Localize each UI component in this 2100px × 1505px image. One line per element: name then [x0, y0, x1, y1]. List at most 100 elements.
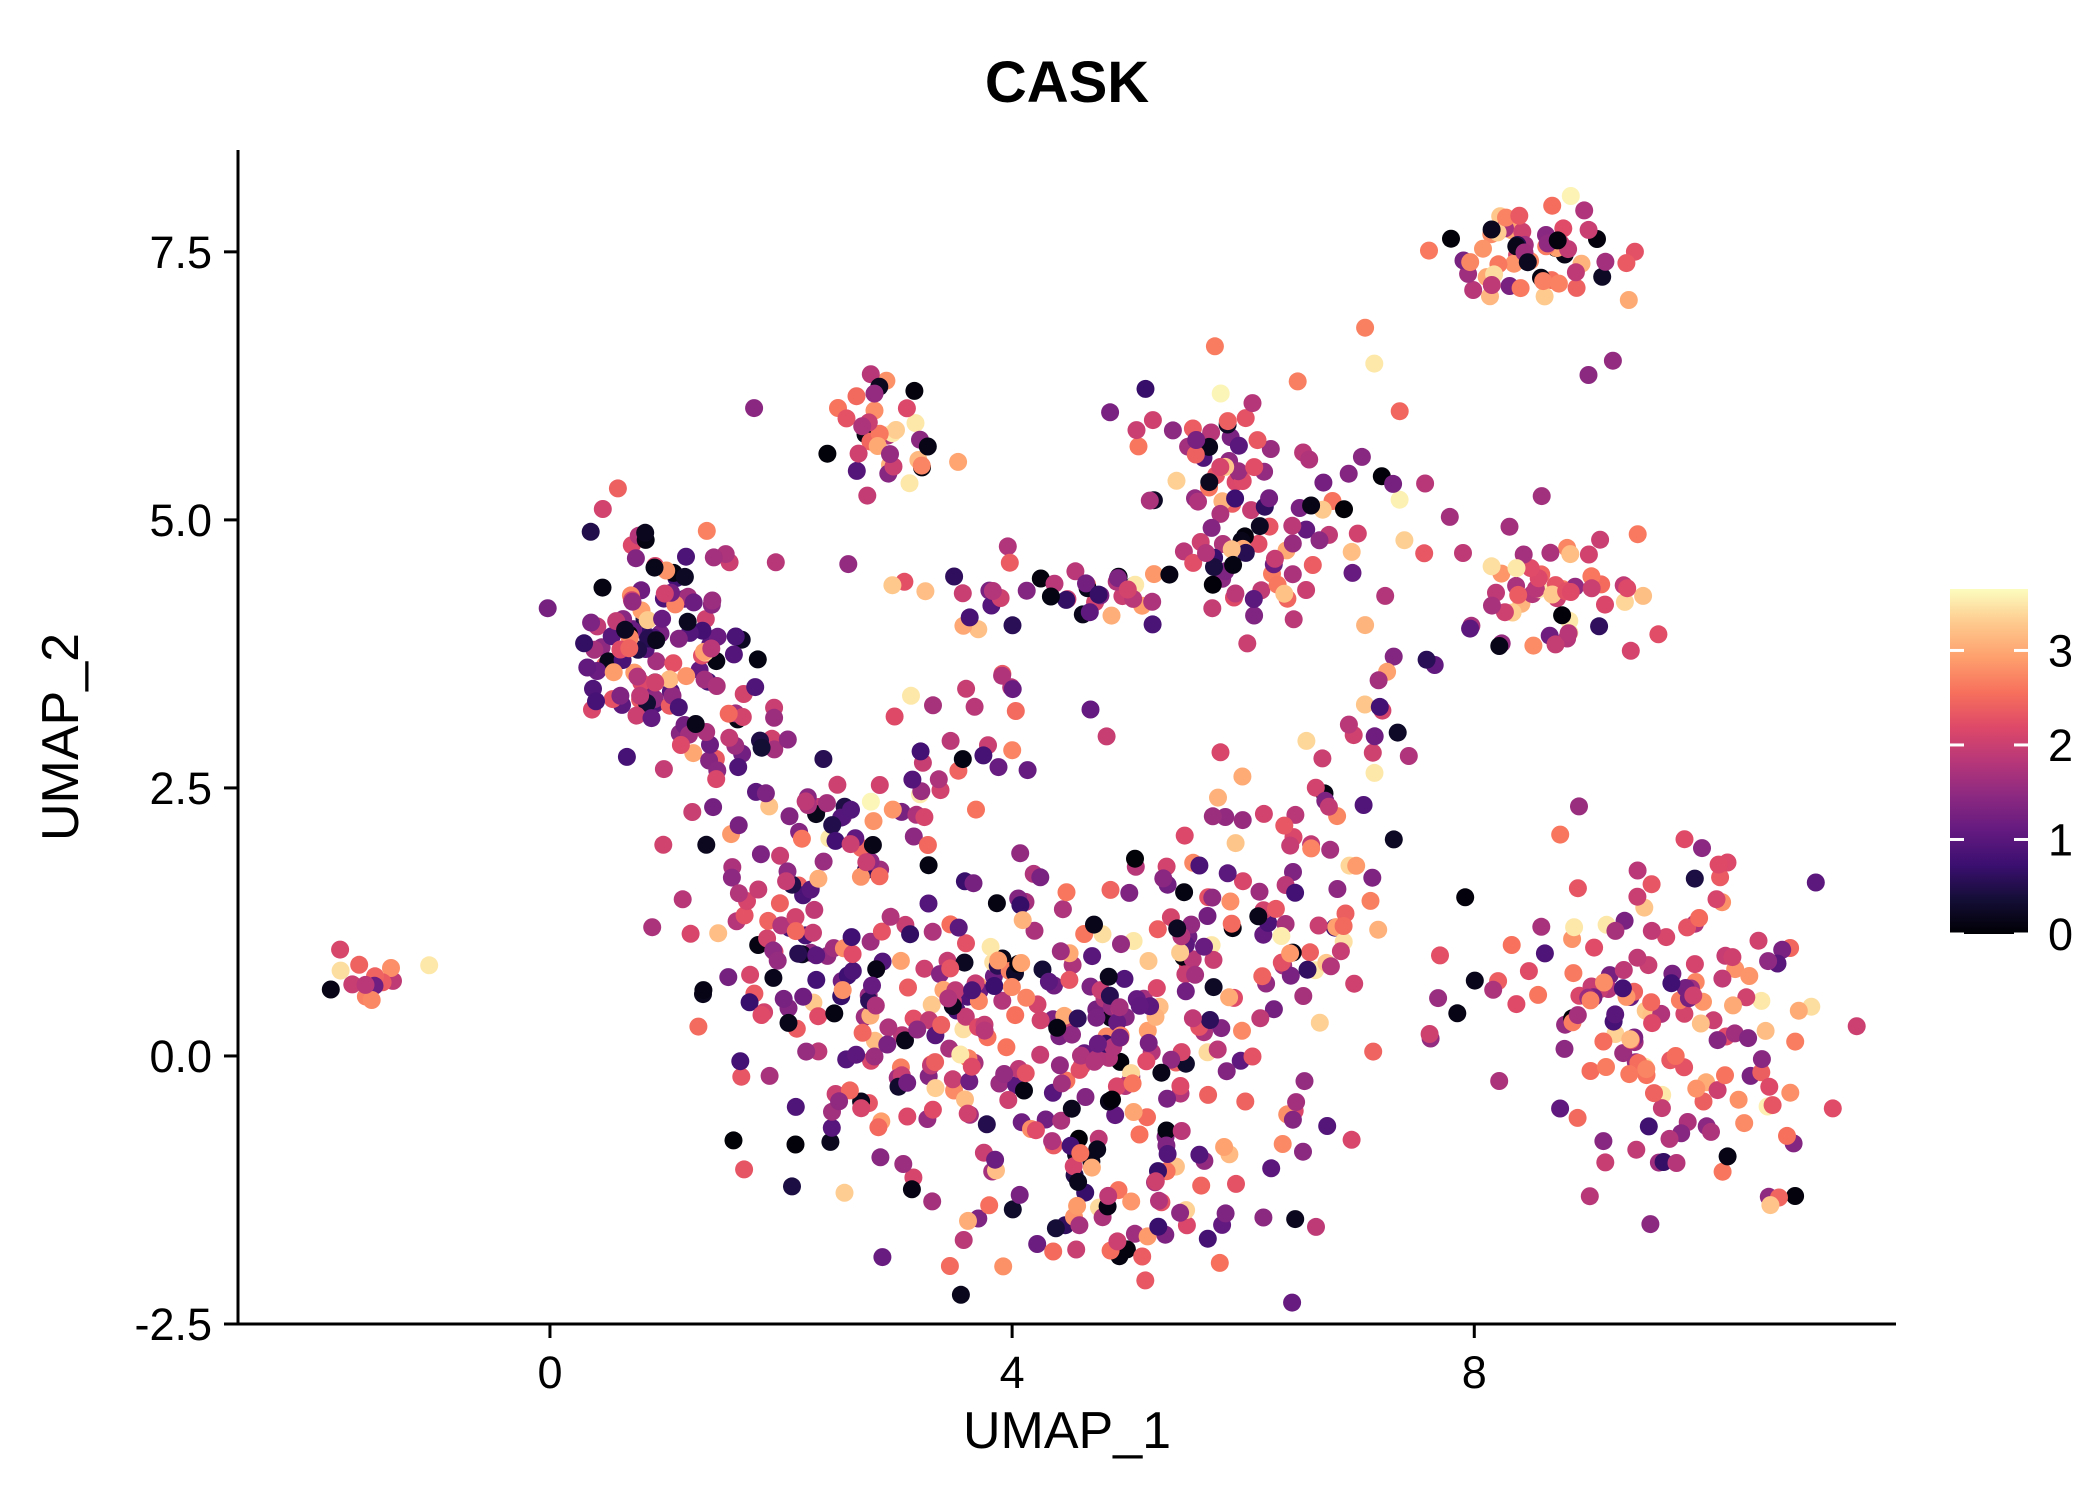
data-point — [919, 856, 938, 875]
data-point — [783, 1177, 801, 1196]
data-point — [1582, 579, 1601, 598]
data-point — [981, 937, 1000, 956]
data-point — [1126, 849, 1144, 868]
data-point — [1543, 585, 1562, 604]
data-point — [1345, 974, 1364, 993]
data-point — [1390, 402, 1409, 421]
data-point — [1209, 788, 1227, 807]
data-point — [1568, 1006, 1587, 1025]
data-point — [1306, 778, 1325, 797]
y-tick-label: -2.5 — [134, 1299, 212, 1350]
data-point — [1579, 545, 1598, 564]
data-point — [1735, 1114, 1754, 1133]
data-point — [1566, 263, 1585, 282]
data-point — [905, 381, 924, 400]
data-point — [350, 955, 369, 974]
data-point — [1553, 606, 1572, 625]
data-point — [1321, 957, 1340, 976]
data-point — [771, 846, 790, 865]
data-point — [1025, 921, 1044, 940]
data-point — [726, 627, 745, 646]
data-point — [1532, 487, 1551, 506]
data-point — [1596, 1153, 1615, 1172]
data-point — [669, 629, 688, 648]
data-point — [1708, 1031, 1727, 1050]
data-point — [902, 686, 920, 705]
plot-title: CASK — [985, 50, 1149, 115]
data-point — [1184, 553, 1203, 572]
data-point — [960, 1072, 979, 1091]
data-point — [1063, 1025, 1081, 1044]
data-point — [873, 1248, 892, 1267]
data-point — [786, 1135, 805, 1154]
data-point — [655, 584, 674, 603]
data-point — [912, 456, 931, 475]
data-point — [918, 437, 937, 456]
data-point — [1018, 761, 1037, 780]
data-point — [733, 708, 752, 726]
data-point — [956, 1007, 975, 1026]
data-point — [1080, 603, 1099, 622]
data-point — [1163, 421, 1182, 440]
colorbar — [1950, 589, 2028, 934]
data-point — [1149, 1217, 1168, 1236]
data-point — [1076, 1088, 1095, 1106]
data-point — [1097, 727, 1116, 746]
data-point — [1511, 279, 1530, 298]
data-point — [740, 993, 759, 1012]
data-point — [1309, 916, 1328, 935]
data-point — [964, 874, 983, 893]
data-point — [1301, 943, 1319, 962]
data-point — [1071, 1144, 1090, 1163]
data-point — [1039, 972, 1058, 991]
data-point — [694, 981, 713, 1000]
data-point — [1621, 641, 1640, 660]
data-point — [1233, 767, 1252, 786]
x-tick-label: 8 — [1462, 1347, 1487, 1398]
data-point — [1518, 253, 1537, 272]
data-point — [823, 816, 842, 835]
data-point — [1275, 584, 1294, 603]
x-axis-label: UMAP_1 — [963, 1402, 1171, 1460]
data-point — [1172, 1122, 1191, 1140]
data-point — [1011, 896, 1030, 915]
data-point — [853, 417, 872, 436]
data-point — [1549, 274, 1568, 293]
data-point — [752, 738, 771, 757]
data-point — [1361, 891, 1380, 910]
data-point — [1136, 379, 1155, 398]
data-point — [752, 1006, 771, 1024]
data-point — [1580, 1187, 1599, 1206]
y-tick-label: 2.5 — [149, 763, 212, 814]
data-point — [1130, 1125, 1149, 1144]
data-point — [809, 1007, 828, 1026]
data-point — [1702, 1122, 1720, 1141]
data-point — [1737, 988, 1756, 1007]
data-point — [724, 1131, 743, 1150]
data-point — [1331, 942, 1350, 961]
data-point — [1759, 952, 1778, 971]
data-point — [885, 707, 904, 726]
data-point — [1614, 961, 1633, 979]
data-point — [792, 829, 811, 848]
data-point — [1217, 1062, 1236, 1081]
data-point — [1642, 875, 1661, 894]
data-point — [772, 916, 791, 935]
data-point — [1249, 534, 1268, 553]
data-point — [1160, 565, 1179, 584]
data-point — [581, 522, 600, 541]
data-point — [872, 922, 891, 941]
data-point — [871, 1148, 890, 1167]
data-point — [1384, 474, 1403, 493]
data-point — [1171, 1203, 1190, 1222]
data-point — [654, 760, 673, 779]
data-point — [1514, 545, 1533, 564]
data-point — [1319, 797, 1338, 816]
data-point — [1483, 596, 1501, 615]
data-point — [1016, 1064, 1035, 1083]
data-point — [382, 959, 400, 977]
data-point — [1364, 1042, 1383, 1061]
data-point — [865, 1047, 884, 1066]
data-point — [1637, 1060, 1656, 1079]
data-point — [766, 553, 785, 572]
